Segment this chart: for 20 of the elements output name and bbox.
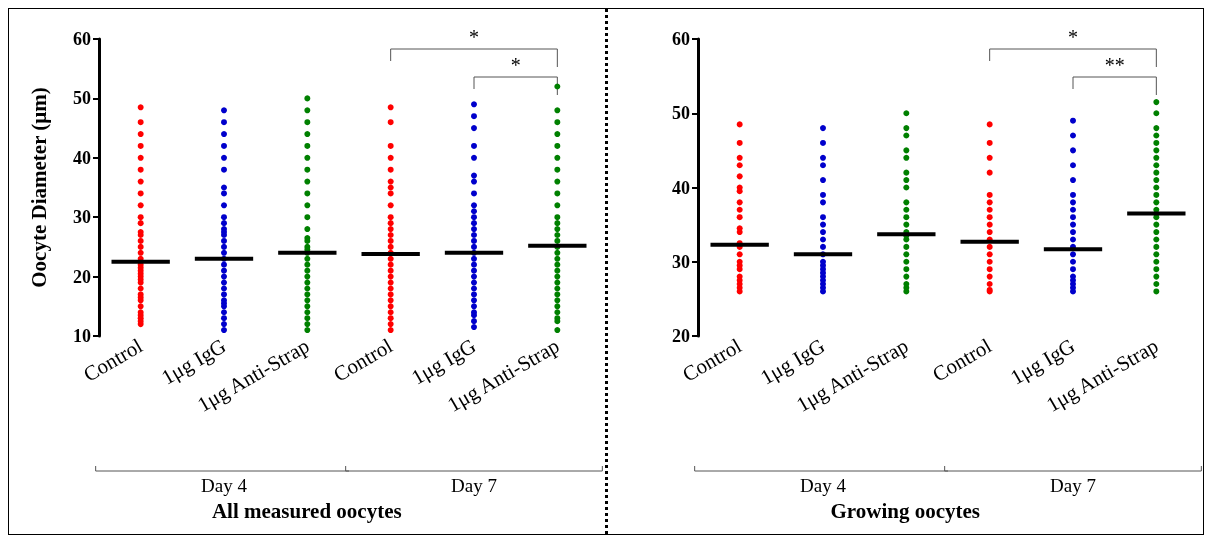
y-tick-label: 60: [73, 29, 91, 49]
annotation: *: [1067, 26, 1078, 48]
y-tick-label: 30: [671, 251, 690, 272]
y-tick-label: 50: [73, 88, 91, 109]
y-tick-label: 30: [73, 207, 91, 228]
text: Growing oocytes: [829, 499, 981, 524]
x-axis-title: Day 4: [201, 475, 248, 496]
y-tick-label: 60: [671, 29, 690, 49]
x-axis-title: Day 7: [1049, 475, 1096, 496]
text: All measured oocytes: [210, 499, 403, 524]
y-axis-title: Oocyte Diameter (μm): [26, 87, 51, 288]
annotation: *: [510, 54, 521, 76]
annotation: **: [1104, 54, 1125, 76]
x-axis-title: Day 7: [451, 475, 497, 496]
y-tick-label: 40: [671, 177, 690, 198]
y-tick-label: 50: [671, 103, 690, 124]
y-tick-label: 20: [73, 266, 91, 287]
y-tick-label: 40: [73, 147, 91, 168]
x-axis-title: Day 4: [799, 475, 846, 496]
annotation: *: [469, 26, 479, 48]
